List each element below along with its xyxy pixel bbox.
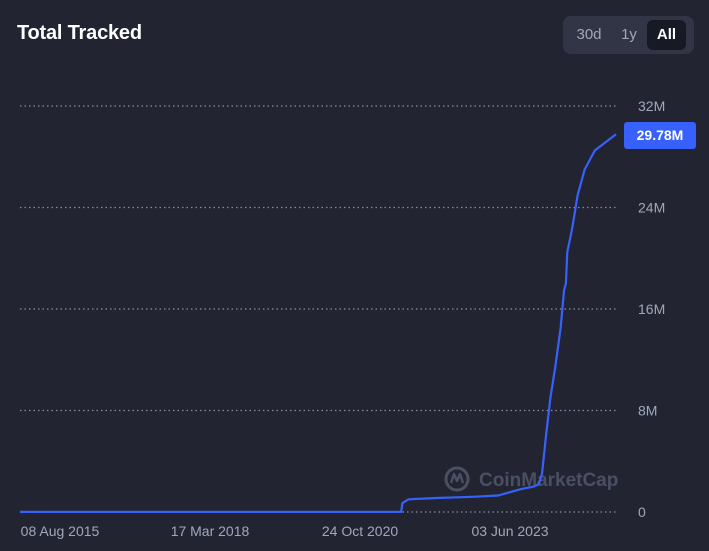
time-range-selector: 30d 1y All [563,16,694,54]
page-title: Total Tracked [17,22,142,44]
x-axis-ticks: 08 Aug 2015 17 Mar 2018 24 Oct 2020 03 Jun … [21,523,549,539]
x-tick-label: 08 Aug 2015 [21,523,100,539]
grid-lines [20,105,616,513]
x-tick-label: 24 Oct 2020 [322,523,398,539]
range-1y-button[interactable]: 1y [621,26,637,43]
y-tick-label: 24M [638,200,665,216]
y-tick-label: 16M [638,301,665,317]
last-value-label: 29.78M [637,127,684,143]
watermark-text: CoinMarketCap [479,470,618,491]
y-tick-label: 32M [638,98,665,114]
y-axis-ticks: 0 8M 16M 24M 32M [638,98,665,520]
coinmarketcap-logo-icon [444,466,470,492]
y-tick-label: 8M [638,403,657,419]
last-value-badge-bg [624,122,696,149]
last-value-badge: 29.78M [624,122,696,149]
y-tick-label: 0 [638,504,646,520]
series-line [20,133,617,513]
x-tick-label: 03 Jun 2023 [471,523,548,539]
range-all-button[interactable]: All [647,20,686,50]
watermark: CoinMarketCap [444,466,618,492]
range-30d-button[interactable]: 30d [576,26,602,43]
x-tick-label: 17 Mar 2018 [171,523,250,539]
